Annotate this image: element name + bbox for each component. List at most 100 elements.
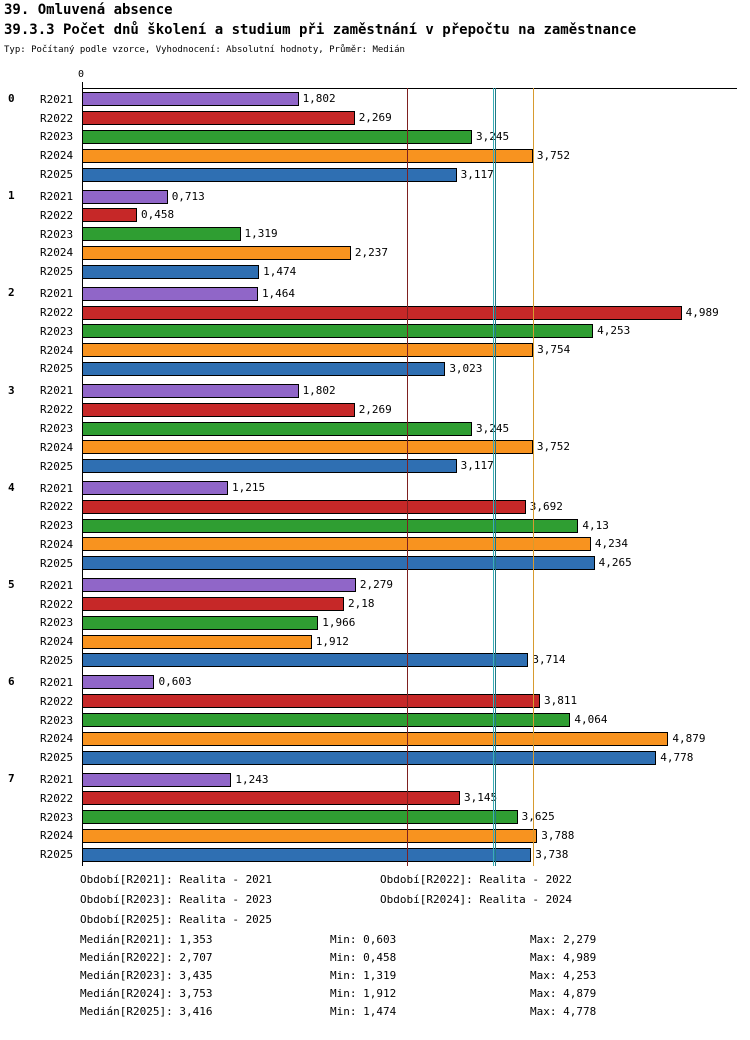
bar-row: R2021 1,215: [40, 479, 750, 498]
bar-value-label: 1,966: [322, 615, 356, 629]
bar-row: R2025 3,023: [40, 360, 750, 379]
group-rows: R2021 1,215 R2022 3,692 R2023 4,13 R2024 4,234 R…: [40, 479, 750, 573]
bar-row: R2023 3,245: [40, 419, 750, 438]
bar-row: R2022 3,692: [40, 497, 750, 516]
bar-r2022: [82, 208, 138, 223]
bar-track: 3,811: [82, 694, 737, 709]
bar-track: 1,912: [82, 634, 737, 649]
series-label: R2025: [40, 848, 74, 862]
bar-track: 3,738: [82, 847, 737, 862]
group-label: 7: [8, 772, 15, 786]
bar-r2021: [82, 675, 155, 690]
bar-track: 3,788: [82, 828, 737, 843]
bar-track: 1,464: [82, 286, 737, 301]
series-label: R2022: [40, 306, 74, 320]
series-label: R2021: [40, 384, 74, 398]
bar-r2022: [82, 791, 460, 806]
bar-r2024: [82, 245, 351, 260]
bar-track: 3,625: [82, 810, 737, 825]
bar-row: R2023 3,625: [40, 808, 750, 827]
group-rows: R2021 1,802 R2022 2,269 R2023 3,245 R2024 3,752…: [40, 382, 750, 476]
bar-value-label: 1,802: [302, 92, 336, 106]
series-label: R2024: [40, 829, 74, 843]
bar-group: 5 R2021 2,279 R2022 2,18 R2023 1,966 R2024 1,912…: [0, 576, 750, 670]
series-label: R2022: [40, 694, 74, 708]
group-rows: R2021 0,603 R2022 3,811 R2023 4,064 R2024 4,879…: [40, 673, 750, 767]
bar-chart: 0 R2021 1,802 R2022 2,269 R2023 3,245 R2024 3,75…: [0, 82, 750, 870]
bar-value-label: 3,754: [537, 343, 571, 357]
min-stat: Min: 1,319: [330, 969, 397, 982]
bar-r2022: [82, 305, 682, 320]
bar-track: 3,752: [82, 440, 737, 455]
series-label: R2023: [40, 810, 74, 824]
bar-value-label: 3,752: [536, 440, 571, 454]
min-stat: Min: 1,912: [330, 987, 397, 1000]
bar-track: 3,245: [82, 129, 737, 144]
bar-row: R2025 3,714: [40, 651, 750, 670]
group-rows: R2021 1,802 R2022 2,269 R2023 3,245 R2024 3,752…: [40, 90, 750, 184]
series-label: R2023: [40, 713, 74, 727]
bar-r2022: [82, 111, 355, 126]
series-label: R2021: [40, 578, 74, 592]
bar-value-label: 2,279: [359, 578, 394, 592]
bar-value-label: 4,778: [660, 750, 694, 764]
bar-row: R2024 3,788: [40, 827, 750, 846]
series-label: R2023: [40, 227, 74, 241]
legend-period-label: Období[R2024]: Realita - 2024: [380, 893, 573, 906]
bar-r2025: [82, 847, 532, 862]
series-label: R2025: [40, 556, 74, 570]
bar-track: 1,474: [82, 264, 737, 279]
bar-row: R2024 3,752: [40, 146, 750, 165]
group-rows: R2021 0,713 R2022 0,458 R2023 1,319 R2024 2,237…: [40, 187, 750, 281]
bar-row: R2022 2,269: [40, 400, 750, 419]
bar-r2022: [82, 597, 344, 612]
bar-row: R2025 3,117: [40, 165, 750, 184]
bar-r2024: [82, 537, 591, 552]
series-label: R2022: [40, 597, 74, 611]
bar-value-label: 4,265: [598, 556, 632, 570]
series-label: R2024: [40, 635, 74, 649]
series-label: R2025: [40, 459, 74, 473]
bar-track: 4,778: [82, 750, 737, 765]
max-stat: Max: 4,879: [530, 987, 597, 1000]
group-label: 1: [8, 189, 15, 203]
series-label: R2025: [40, 362, 74, 376]
bar-track: 3,714: [82, 653, 737, 668]
bar-row: R2021 1,802: [40, 382, 750, 401]
legend-period-label: Období[R2021]: Realita - 2021: [80, 873, 273, 886]
bar-track: 4,879: [82, 731, 737, 746]
bar-r2025: [82, 750, 657, 765]
series-label: R2025: [40, 265, 74, 279]
bar-value-label: 2,269: [358, 111, 392, 125]
bar-row: R2022 2,269: [40, 109, 750, 128]
bar-row: R2025 1,474: [40, 262, 750, 281]
bar-value-label: 1,215: [232, 481, 266, 495]
bar-row: R2023 1,966: [40, 613, 750, 632]
bar-value-label: 4,253: [597, 324, 631, 338]
bar-row: R2023 4,13: [40, 516, 750, 535]
bar-value-label: 3,714: [532, 653, 566, 667]
bar-value-label: 0,713: [171, 189, 205, 203]
bar-value-label: 1,802: [302, 383, 336, 397]
bar-value-label: 0,603: [158, 675, 192, 689]
bar-group: 3 R2021 1,802 R2022 2,269 R2023 3,245 R2024 3,75…: [0, 382, 750, 476]
bar-track: 0,603: [82, 675, 737, 690]
median-stat: Medián[R2021]: 1,353: [80, 933, 213, 946]
median-stat: Medián[R2023]: 3,435: [80, 969, 213, 982]
bar-value-label: 4,064: [574, 713, 608, 727]
series-label: R2022: [40, 403, 74, 417]
bar-track: 4,989: [82, 305, 737, 320]
report-title: 39. Omluvená absence: [4, 2, 173, 18]
bar-value-label: 3,788: [541, 828, 575, 842]
bar-r2024: [82, 634, 312, 649]
bar-track: 1,802: [82, 383, 737, 398]
group-rows: R2021 2,279 R2022 2,18 R2023 1,966 R2024 1,912 R…: [40, 576, 750, 670]
bar-track: 1,319: [82, 227, 737, 242]
median-stat: Medián[R2022]: 2,707: [80, 951, 213, 964]
bar-r2025: [82, 167, 457, 182]
bar-group: 2 R2021 1,464 R2022 4,989 R2023 4,253 R2024 3,75…: [0, 284, 750, 378]
bar-row: R2022 3,811: [40, 692, 750, 711]
series-label: R2023: [40, 519, 74, 533]
bar-track: 4,253: [82, 324, 737, 339]
